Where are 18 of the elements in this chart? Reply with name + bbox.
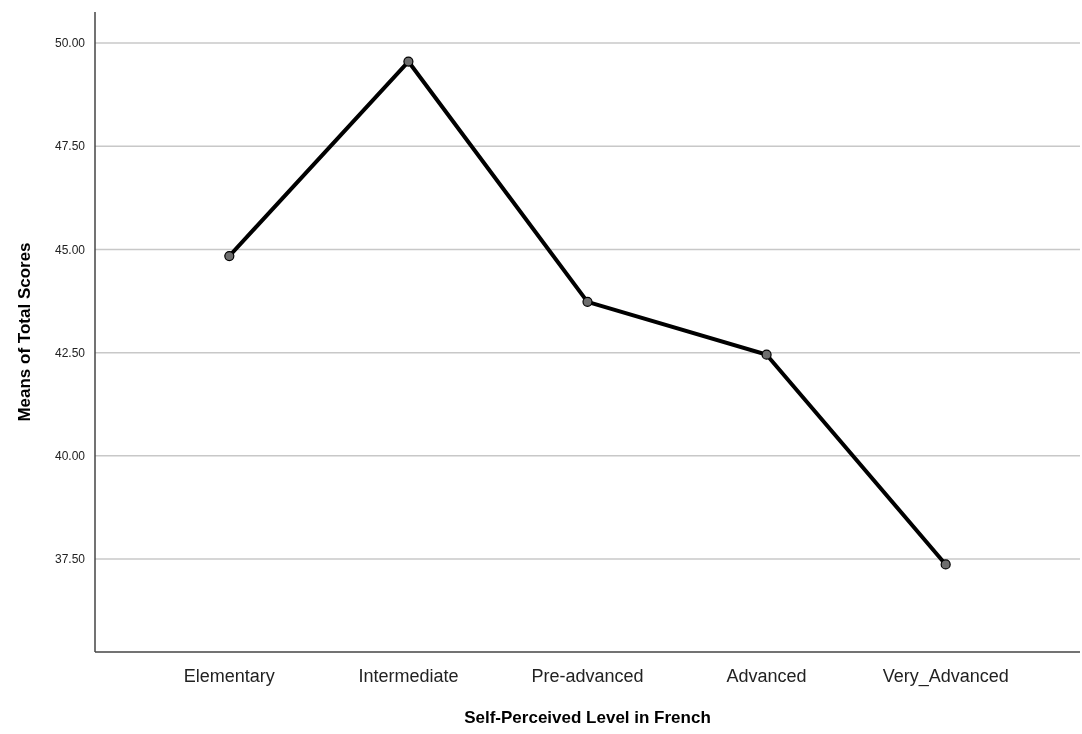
y-tick-label: 45.00: [54, 242, 86, 257]
x-tick-label: Very_Advanced: [882, 666, 1009, 687]
point: [582, 296, 593, 307]
y-axis-title: Means of Total Scores: [15, 242, 34, 422]
x-tick-label: Advanced: [726, 666, 807, 686]
x-tick-label: Pre-advanced: [531, 666, 644, 686]
y-tick-label: 50.00: [54, 36, 86, 51]
point: [761, 349, 772, 360]
y-tick-label: 37.50: [54, 552, 86, 567]
point: [403, 56, 414, 67]
x-tick-label: Intermediate: [358, 666, 459, 686]
x-tick-label: Elementary: [183, 666, 275, 686]
y-tick-label: 47.50: [54, 139, 86, 154]
y-tick-label: 40.00: [54, 449, 86, 464]
point: [224, 250, 235, 262]
x-axis-title: Self-Perceived Level in French: [464, 708, 711, 727]
point: [940, 559, 951, 570]
y-tick-label: 42.50: [54, 345, 86, 360]
